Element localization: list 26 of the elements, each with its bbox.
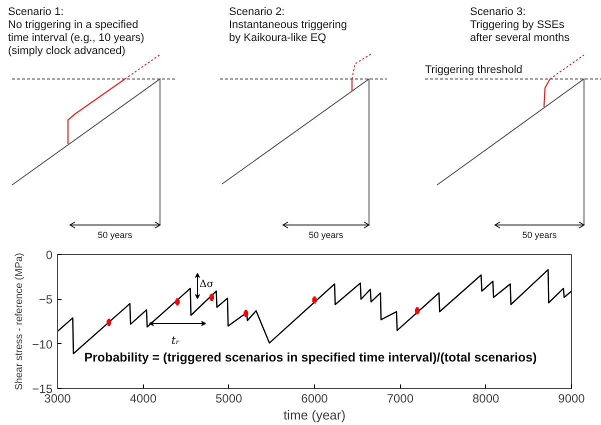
x-axis-title: time (year) bbox=[283, 408, 346, 422]
x-tick-label: 3000 bbox=[44, 392, 72, 406]
text: Scenario 2: bbox=[229, 6, 285, 18]
annotation: tᵣ bbox=[171, 334, 180, 347]
line-series bbox=[58, 269, 572, 354]
y-tick-label: 0 bbox=[46, 248, 53, 262]
x-tick-label: 8000 bbox=[472, 392, 500, 406]
x-tick-label: 9000 bbox=[558, 392, 586, 406]
text: Triggering by SSEs after several months bbox=[470, 19, 570, 44]
text: No triggering in a specified time interval (e.g., 10 years) (simply clock advanced) bbox=[8, 19, 144, 57]
text: 50 years bbox=[308, 230, 344, 240]
x-tick-label: 4000 bbox=[130, 392, 157, 406]
text: Triggering threshold bbox=[425, 64, 522, 76]
y-tick-label: −5 bbox=[38, 292, 53, 307]
text: Scenario 1: bbox=[8, 6, 64, 18]
annotation: Δσ bbox=[200, 279, 214, 290]
text: Instantaneous triggering by Kaikoura-like EQ bbox=[229, 19, 348, 44]
text: 50 years bbox=[522, 230, 558, 240]
annotation: Probability = (triggered scenarios in specified time interval)/(total scenarios) bbox=[84, 350, 537, 364]
text: 50 years bbox=[98, 230, 133, 240]
x-tick-label: 7000 bbox=[386, 392, 414, 406]
y-axis-title: Shear stress - reference (MPa) bbox=[14, 252, 26, 390]
text: Scenario 3: bbox=[470, 6, 526, 18]
x-tick-label: 5000 bbox=[215, 392, 243, 406]
y-tick-label: −10 bbox=[32, 337, 53, 352]
x-tick-label: 6000 bbox=[301, 392, 328, 406]
